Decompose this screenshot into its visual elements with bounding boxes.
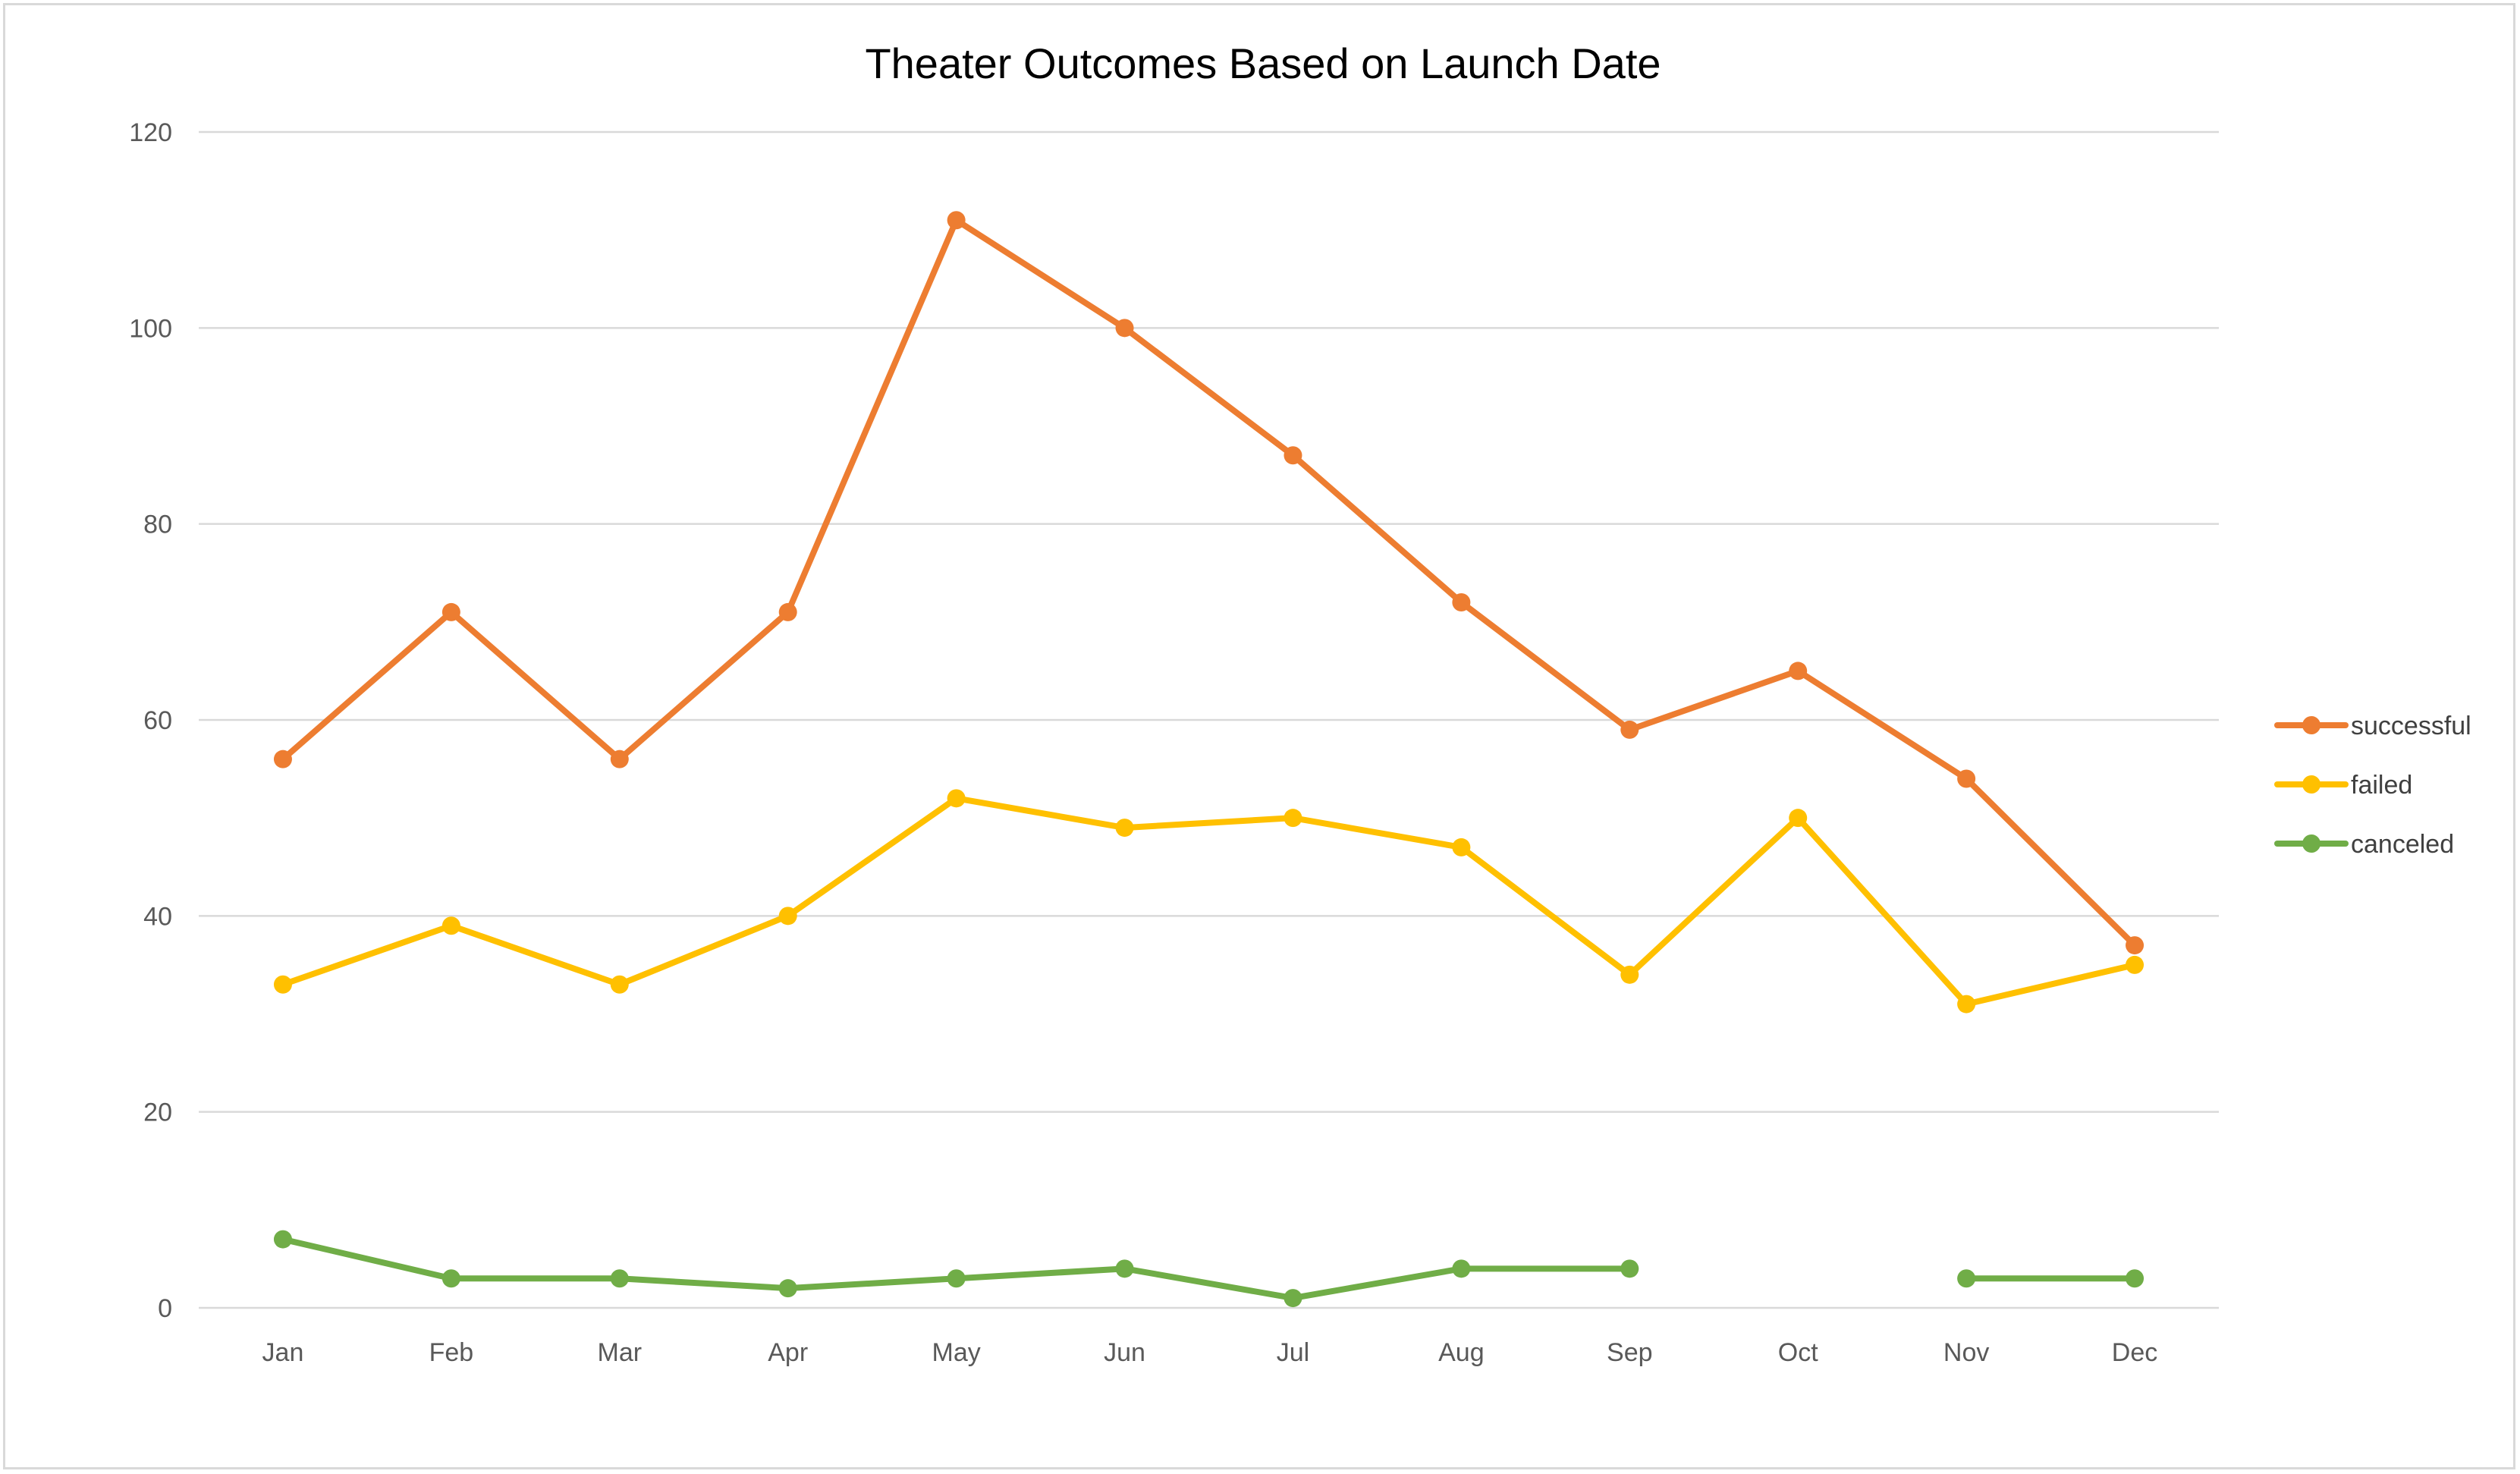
data-point-successful bbox=[2126, 936, 2145, 955]
data-point-canceled bbox=[1452, 1259, 1471, 1278]
x-tick-label: May bbox=[932, 1338, 981, 1367]
data-point-canceled bbox=[1115, 1259, 1134, 1278]
data-point-failed bbox=[1452, 838, 1471, 856]
data-point-successful bbox=[1115, 319, 1134, 338]
legend-label: successful bbox=[2351, 712, 2471, 740]
data-point-failed bbox=[441, 916, 460, 935]
data-point-canceled bbox=[610, 1269, 629, 1288]
x-tick-label: Feb bbox=[429, 1338, 474, 1367]
y-tick-label: 20 bbox=[143, 1098, 172, 1127]
data-point-successful bbox=[1452, 593, 1471, 611]
y-tick-label: 120 bbox=[129, 118, 172, 147]
legend-label: canceled bbox=[2351, 830, 2454, 859]
series-line-successful bbox=[279, 217, 2138, 949]
gridlines bbox=[199, 130, 2219, 1309]
x-tick-label: Apr bbox=[768, 1338, 808, 1367]
data-point-canceled bbox=[441, 1269, 460, 1288]
data-point-failed bbox=[273, 975, 292, 994]
data-point-canceled bbox=[2126, 1269, 2145, 1288]
data-point-failed bbox=[610, 975, 629, 994]
y-tick-label: 40 bbox=[143, 902, 172, 931]
data-point-canceled bbox=[947, 1269, 966, 1288]
x-tick-label: Mar bbox=[598, 1338, 643, 1367]
series-canceled bbox=[273, 1230, 2145, 1308]
data-point-successful bbox=[610, 750, 629, 768]
data-point-successful bbox=[947, 211, 966, 230]
data-point-failed bbox=[1620, 965, 1639, 984]
data-point-failed bbox=[947, 789, 966, 808]
data-point-canceled bbox=[1957, 1269, 1976, 1288]
data-point-successful bbox=[273, 750, 292, 768]
x-tick-label: Oct bbox=[1778, 1338, 1818, 1367]
data-point-failed bbox=[778, 907, 797, 926]
series-layer bbox=[273, 211, 2145, 1308]
legend-swatch-marker bbox=[2302, 834, 2320, 853]
data-point-canceled bbox=[1620, 1259, 1639, 1278]
legend-swatch-marker bbox=[2302, 716, 2320, 734]
data-point-canceled bbox=[778, 1279, 797, 1298]
data-point-successful bbox=[778, 602, 797, 621]
x-tick-label: Aug bbox=[1438, 1338, 1485, 1367]
data-point-failed bbox=[1789, 809, 1808, 828]
y-tick-label: 80 bbox=[143, 511, 172, 539]
data-point-failed bbox=[2126, 955, 2145, 974]
data-point-failed bbox=[1115, 819, 1134, 838]
data-point-failed bbox=[1957, 995, 1976, 1014]
data-point-canceled bbox=[1284, 1289, 1302, 1308]
data-point-successful bbox=[1789, 662, 1808, 680]
legend-item-failed: failed bbox=[2274, 771, 2412, 800]
legend-item-successful: successful bbox=[2274, 712, 2471, 740]
data-point-failed bbox=[1284, 809, 1302, 828]
series-failed bbox=[273, 789, 2145, 1014]
y-tick-label: 0 bbox=[158, 1294, 172, 1323]
x-tick-label: Jan bbox=[262, 1338, 304, 1367]
y-axis-tick-labels: 0 20 40 60 80 100 120 bbox=[129, 118, 172, 1323]
y-tick-label: 60 bbox=[143, 706, 172, 735]
x-axis-tick-labels: Jan Feb Mar Apr May Jun Jul Aug Sep Oct Nov Dec bbox=[262, 1338, 2158, 1367]
x-tick-label: Dec bbox=[2112, 1338, 2157, 1367]
line-chart: Theater Outcomes Based on Launch Date 0 2… bbox=[129, 39, 2471, 1367]
chart-frame: Theater Outcomes Based on Launch Date 0 2… bbox=[3, 3, 2515, 1469]
data-point-canceled bbox=[273, 1230, 292, 1249]
chart-title: Theater Outcomes Based on Launch Date bbox=[865, 39, 1661, 87]
data-point-successful bbox=[1284, 446, 1302, 465]
y-tick-label: 100 bbox=[129, 314, 172, 343]
x-tick-label: Jun bbox=[1104, 1338, 1145, 1367]
legend-item-canceled: canceled bbox=[2274, 830, 2454, 859]
x-tick-label: Sep bbox=[1607, 1338, 1653, 1367]
x-tick-label: Jul bbox=[1277, 1338, 1309, 1367]
series-successful bbox=[273, 211, 2145, 955]
series-line-canceled bbox=[279, 1236, 1633, 1302]
legend-swatch-marker bbox=[2302, 775, 2320, 794]
x-tick-label: Nov bbox=[1943, 1338, 1989, 1367]
data-point-successful bbox=[441, 602, 460, 621]
data-point-successful bbox=[1957, 769, 1976, 788]
legend-label: failed bbox=[2351, 771, 2412, 800]
legend: successful failed canceled bbox=[2274, 712, 2471, 859]
data-point-successful bbox=[1620, 720, 1639, 739]
series-line-failed bbox=[279, 795, 2138, 1007]
